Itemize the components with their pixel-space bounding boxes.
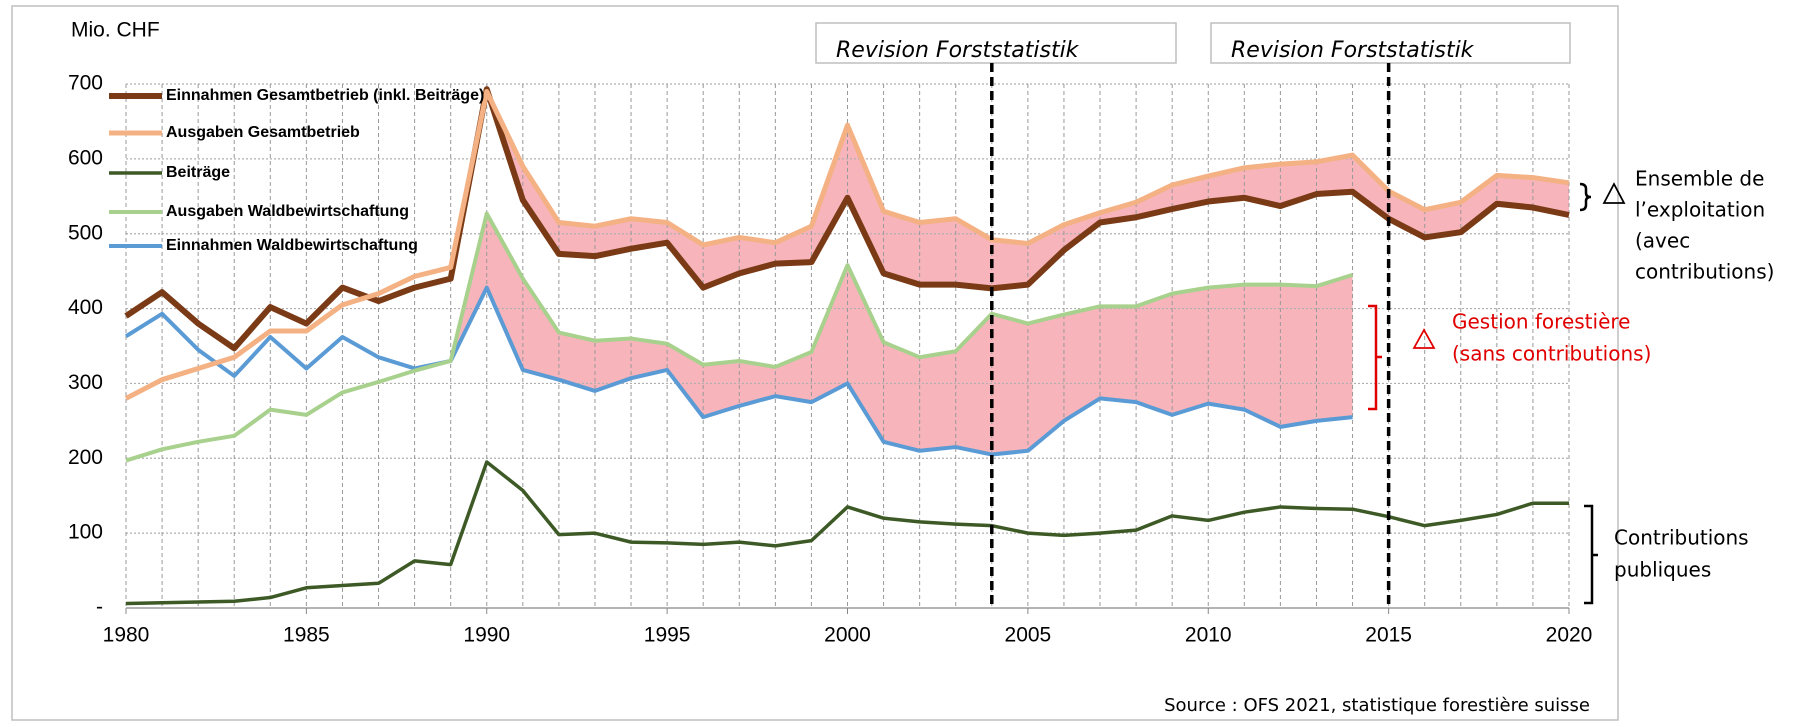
series-line	[124, 88, 1570, 401]
revision-box	[1210, 22, 1571, 64]
y-tick-label: -	[96, 596, 103, 619]
source: Source : OFS 2021, statistique forestièr…	[1164, 695, 1590, 716]
legend: Einnahmen Gesamtbetrieb (inkl. Beiträge)…	[109, 87, 484, 254]
annotation: (sans contributions)	[1452, 342, 1651, 366]
delta-icon	[1602, 182, 1626, 204]
annotation: publiques	[1614, 558, 1711, 582]
legend-label: Beiträge	[166, 164, 230, 181]
y-tick-label: 500	[68, 221, 103, 244]
gap-area	[450, 213, 1353, 455]
series-line	[125, 211, 1354, 463]
fills	[450, 89, 1569, 455]
annotation: Contributions	[1614, 526, 1749, 550]
y-tick-label: 200	[68, 446, 103, 469]
y-tick-label: 600	[68, 146, 103, 169]
series-line	[124, 285, 1353, 457]
x-tick-label: 2020	[1546, 624, 1593, 647]
legend-label: Einnahmen Waldbewirtschaftung	[166, 237, 418, 254]
annotation: Gestion forestière	[1452, 310, 1630, 334]
chart-frame	[11, 5, 1619, 721]
y-tick-label: 100	[68, 521, 103, 544]
bracket	[1579, 182, 1592, 212]
revision-label: Revision Forststatistik	[836, 38, 1080, 63]
annotation: l’exploitation	[1635, 198, 1765, 222]
revision-box	[815, 22, 1177, 64]
x-tick-label: 1990	[463, 624, 510, 647]
x-tick-label: 2010	[1185, 624, 1232, 647]
x-tick-label: 1995	[644, 624, 691, 647]
y-tick-label: 400	[68, 296, 103, 319]
y-tick-label: 700	[68, 72, 103, 95]
delta-icon	[1412, 328, 1436, 349]
series-line	[125, 460, 1569, 606]
x-tick-label: 1985	[283, 624, 330, 647]
y-axis-label: Mio. CHF	[71, 19, 160, 42]
annotation: Ensemble de	[1635, 167, 1764, 191]
x-tick-label: 2015	[1365, 624, 1412, 647]
y-tick-label: 300	[68, 371, 103, 394]
lines	[124, 86, 1570, 606]
annotation: contributions)	[1635, 260, 1774, 284]
x-tick-label: 1980	[103, 624, 150, 647]
legend-label: Ausgaben Waldbewirtschaftung	[166, 203, 409, 220]
bracket	[1368, 304, 1382, 411]
bracket	[1584, 504, 1598, 605]
annotation: (avec	[1635, 229, 1690, 253]
x-tick-label: 2000	[824, 624, 871, 647]
legend-label: Ausgaben Gesamtbetrieb	[166, 124, 360, 141]
revision-label: Revision Forststatistik	[1231, 38, 1475, 63]
x-tick-label: 2005	[1005, 624, 1052, 647]
legend-label: Einnahmen Gesamtbetrieb (inkl. Beiträge)	[166, 87, 484, 104]
annotations: Revision Forststatistik Revision Forststa…	[815, 22, 1774, 608]
